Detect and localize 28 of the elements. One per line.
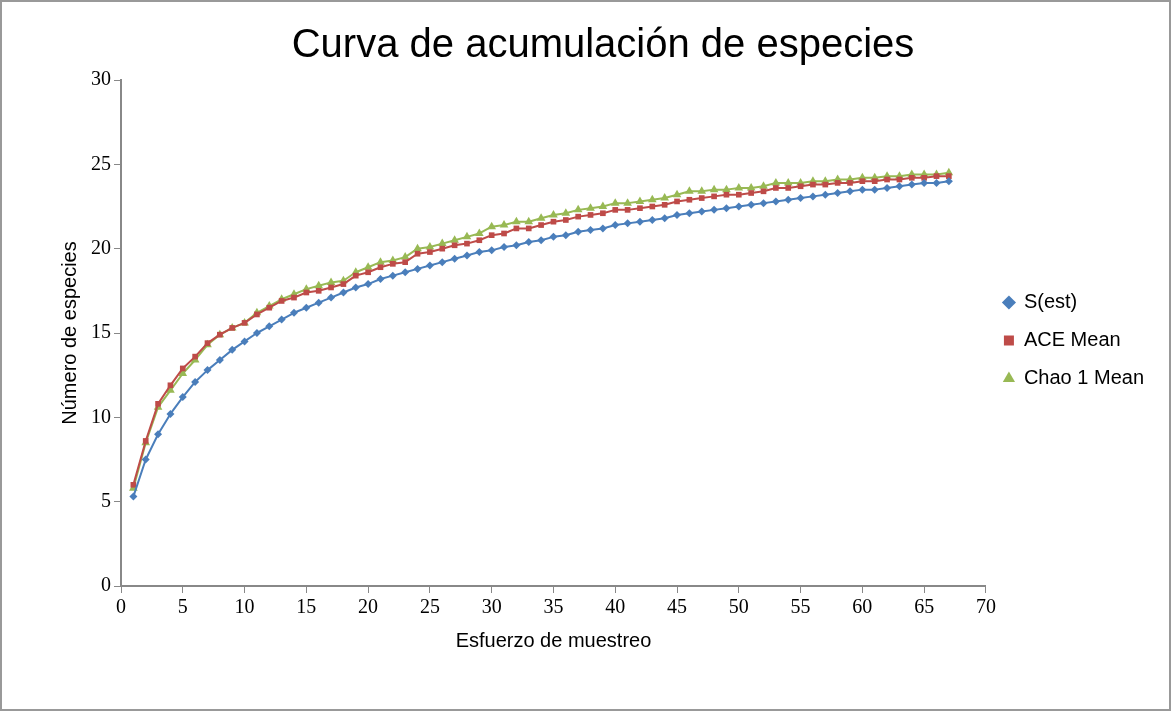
y-tick-label: 10	[91, 404, 111, 427]
legend-label: Chao 1 Mean	[1023, 366, 1144, 389]
y-tick-label: 25	[91, 151, 111, 174]
x-axis-title: Esfuerzo de muestreo	[455, 628, 652, 651]
y-tick-label: 5	[101, 488, 111, 511]
legend-label: S(est)	[1023, 290, 1078, 313]
x-tick-label: 20	[358, 595, 379, 618]
x-tick-label: 0	[116, 595, 126, 618]
y-axis-title: Número de especies	[57, 241, 80, 425]
y-tick-label: 15	[91, 320, 111, 343]
x-tick-label: 40	[605, 595, 626, 618]
x-tick-label: 25	[419, 595, 440, 618]
x-tick-label: 50	[728, 595, 749, 618]
y-tick-label: 20	[91, 235, 111, 258]
x-tick-label: 60	[852, 595, 873, 618]
legend-label: ACE Mean	[1023, 328, 1121, 351]
x-tick-label: 65	[914, 595, 935, 618]
x-tick-label: 70	[975, 595, 996, 618]
x-tick-label: 45	[667, 595, 688, 618]
x-tick-label: 15	[296, 595, 317, 618]
x-tick-label: 55	[790, 595, 811, 618]
x-tick-label: 10	[234, 595, 255, 618]
x-tick-label: 35	[543, 595, 564, 618]
y-tick-label: 30	[91, 67, 111, 90]
x-tick-label: 5	[177, 595, 188, 618]
x-tick-label: 30	[481, 595, 502, 618]
chart-title: Curva de acumulación de especies	[291, 21, 915, 66]
y-tick-label: 0	[101, 573, 111, 596]
